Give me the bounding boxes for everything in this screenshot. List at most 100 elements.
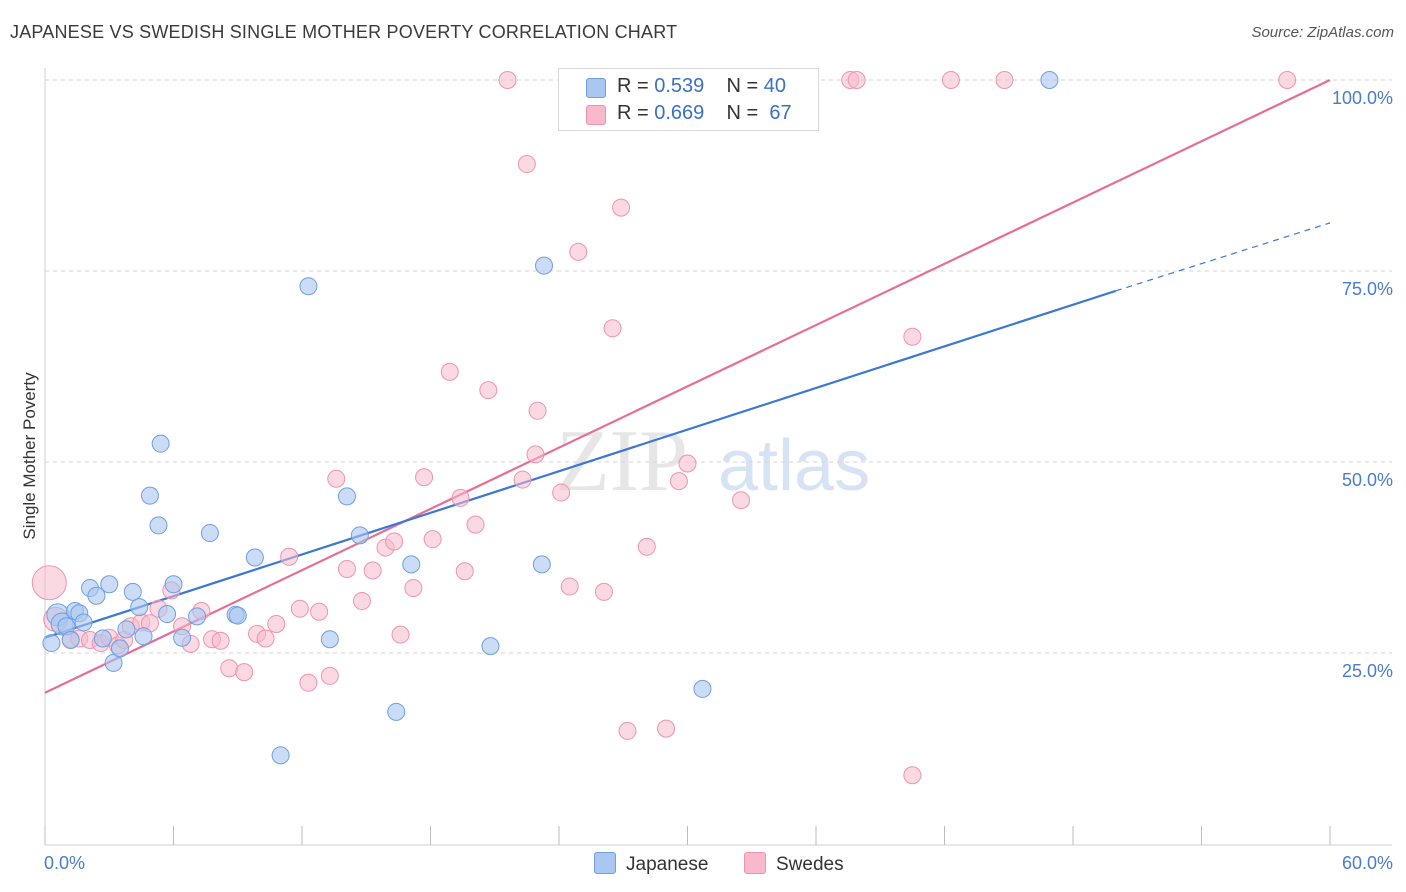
swedes-point (1278, 71, 1297, 89)
swedes-point (337, 559, 356, 578)
swedes-point (235, 663, 254, 682)
swedes-point (415, 468, 434, 487)
japanese-point (134, 627, 153, 646)
x-tick-label: 0.0% (44, 853, 85, 873)
swedes-point (847, 71, 866, 89)
swedes-point (310, 602, 329, 621)
swedes-swatch (586, 105, 606, 125)
japanese-point (87, 586, 106, 605)
swedes-point (327, 469, 346, 488)
japanese-point (1040, 71, 1059, 89)
japanese-point (173, 628, 192, 647)
japanese-point (140, 486, 159, 505)
chart-title: JAPANESE VS SWEDISH SINGLE MOTHER POVERT… (10, 22, 678, 42)
swedes-point (385, 532, 404, 551)
legend-r-value: 0.669 (654, 102, 705, 124)
swedes-point (528, 401, 547, 420)
japanese-point (117, 620, 136, 639)
japanese-point (481, 637, 500, 656)
y-tick-label: 75.0% (1342, 279, 1393, 299)
swedes-point (941, 71, 960, 89)
swedes-point (31, 565, 67, 601)
legend-item-japanese: Japanese (594, 852, 708, 876)
japanese-point (693, 679, 712, 698)
japanese-point (245, 548, 264, 567)
swedes-point (513, 470, 532, 489)
legend-r-label: R = (617, 102, 649, 124)
japanese-legend-label: Japanese (626, 854, 709, 875)
swedes-point (657, 719, 676, 738)
japanese-swatch (586, 78, 606, 98)
swedes-point (280, 547, 299, 566)
japanese-point (350, 526, 369, 545)
swedes-point (603, 319, 622, 338)
swedes-point (637, 537, 656, 556)
swedes-point (211, 631, 230, 650)
source-credit: Source: ZipAtlas.com (1251, 24, 1394, 41)
swedes-point (352, 592, 371, 611)
swedes-point (267, 614, 286, 633)
swedes-point (618, 721, 637, 740)
tick-labels: 25.0% 50.0% 75.0% 100.0% 0.0% 60.0% (44, 88, 1393, 873)
swedes-point (466, 515, 485, 534)
japanese-trend-line (44, 289, 1117, 639)
japanese-point (320, 630, 339, 649)
legend-n-label: N = (726, 102, 759, 124)
swedes-point (256, 629, 275, 648)
legend-n-value: 67 (769, 102, 792, 124)
y-tick-label: 25.0% (1342, 661, 1393, 681)
japanese-point (42, 634, 61, 653)
japanese-point (532, 555, 551, 574)
x-tick-label: 60.0% (1342, 853, 1393, 873)
legend-r-label: R = (617, 75, 649, 97)
swedes-point (320, 666, 339, 685)
y-tick-label: 100.0% (1332, 88, 1393, 108)
swedes-legend-label: Swedes (776, 854, 844, 875)
correlation-legend: R = 0.539 N = 40 R = 0.669 N = 67 (558, 68, 819, 131)
japanese-point (402, 555, 421, 574)
swedes-point (290, 599, 309, 618)
y-axis-label: Single Mother Poverty (20, 372, 39, 540)
swedes-point (552, 483, 571, 502)
swedes-point (732, 491, 751, 510)
swedes-point (455, 562, 474, 581)
swedes-point (678, 454, 697, 473)
swedes-point (594, 582, 613, 601)
swedes-point (517, 155, 536, 174)
axes (44, 68, 1392, 846)
japanese-point (188, 607, 207, 626)
japanese-point (100, 575, 119, 594)
japanese-point (158, 605, 177, 624)
japanese-point (271, 746, 290, 765)
legend-n-value: 40 (763, 75, 787, 97)
swedes-point (903, 766, 922, 785)
japanese-point (110, 639, 129, 658)
japanese-point (149, 516, 168, 535)
swedes-point (560, 577, 579, 596)
legend-r-value: 0.539 (654, 75, 705, 97)
swedes-point (440, 362, 459, 381)
japanese-point (164, 575, 183, 594)
swedes-point (363, 561, 382, 580)
japanese-point (61, 631, 80, 650)
japanese-trend-extension (1115, 222, 1331, 292)
swedes-point (451, 488, 470, 507)
japanese-point (123, 582, 142, 601)
japanese-point (337, 487, 356, 506)
swedes-point (220, 659, 239, 678)
swedes-point (479, 381, 498, 400)
japanese-point (93, 629, 112, 648)
swedes-point (612, 198, 631, 217)
watermark: ZIP atlas (556, 413, 870, 510)
swedes-point (404, 579, 423, 598)
japanese-point (200, 524, 219, 543)
trend-lines (44, 79, 1331, 694)
japanese-point (299, 277, 318, 296)
swedes-point (498, 71, 517, 89)
japanese-legend-swatch (594, 852, 616, 874)
swedes-point (391, 625, 410, 644)
legend-item-swedes: Swedes (744, 852, 844, 876)
grid-lines (45, 79, 1392, 654)
japanese-points (42, 71, 1059, 765)
